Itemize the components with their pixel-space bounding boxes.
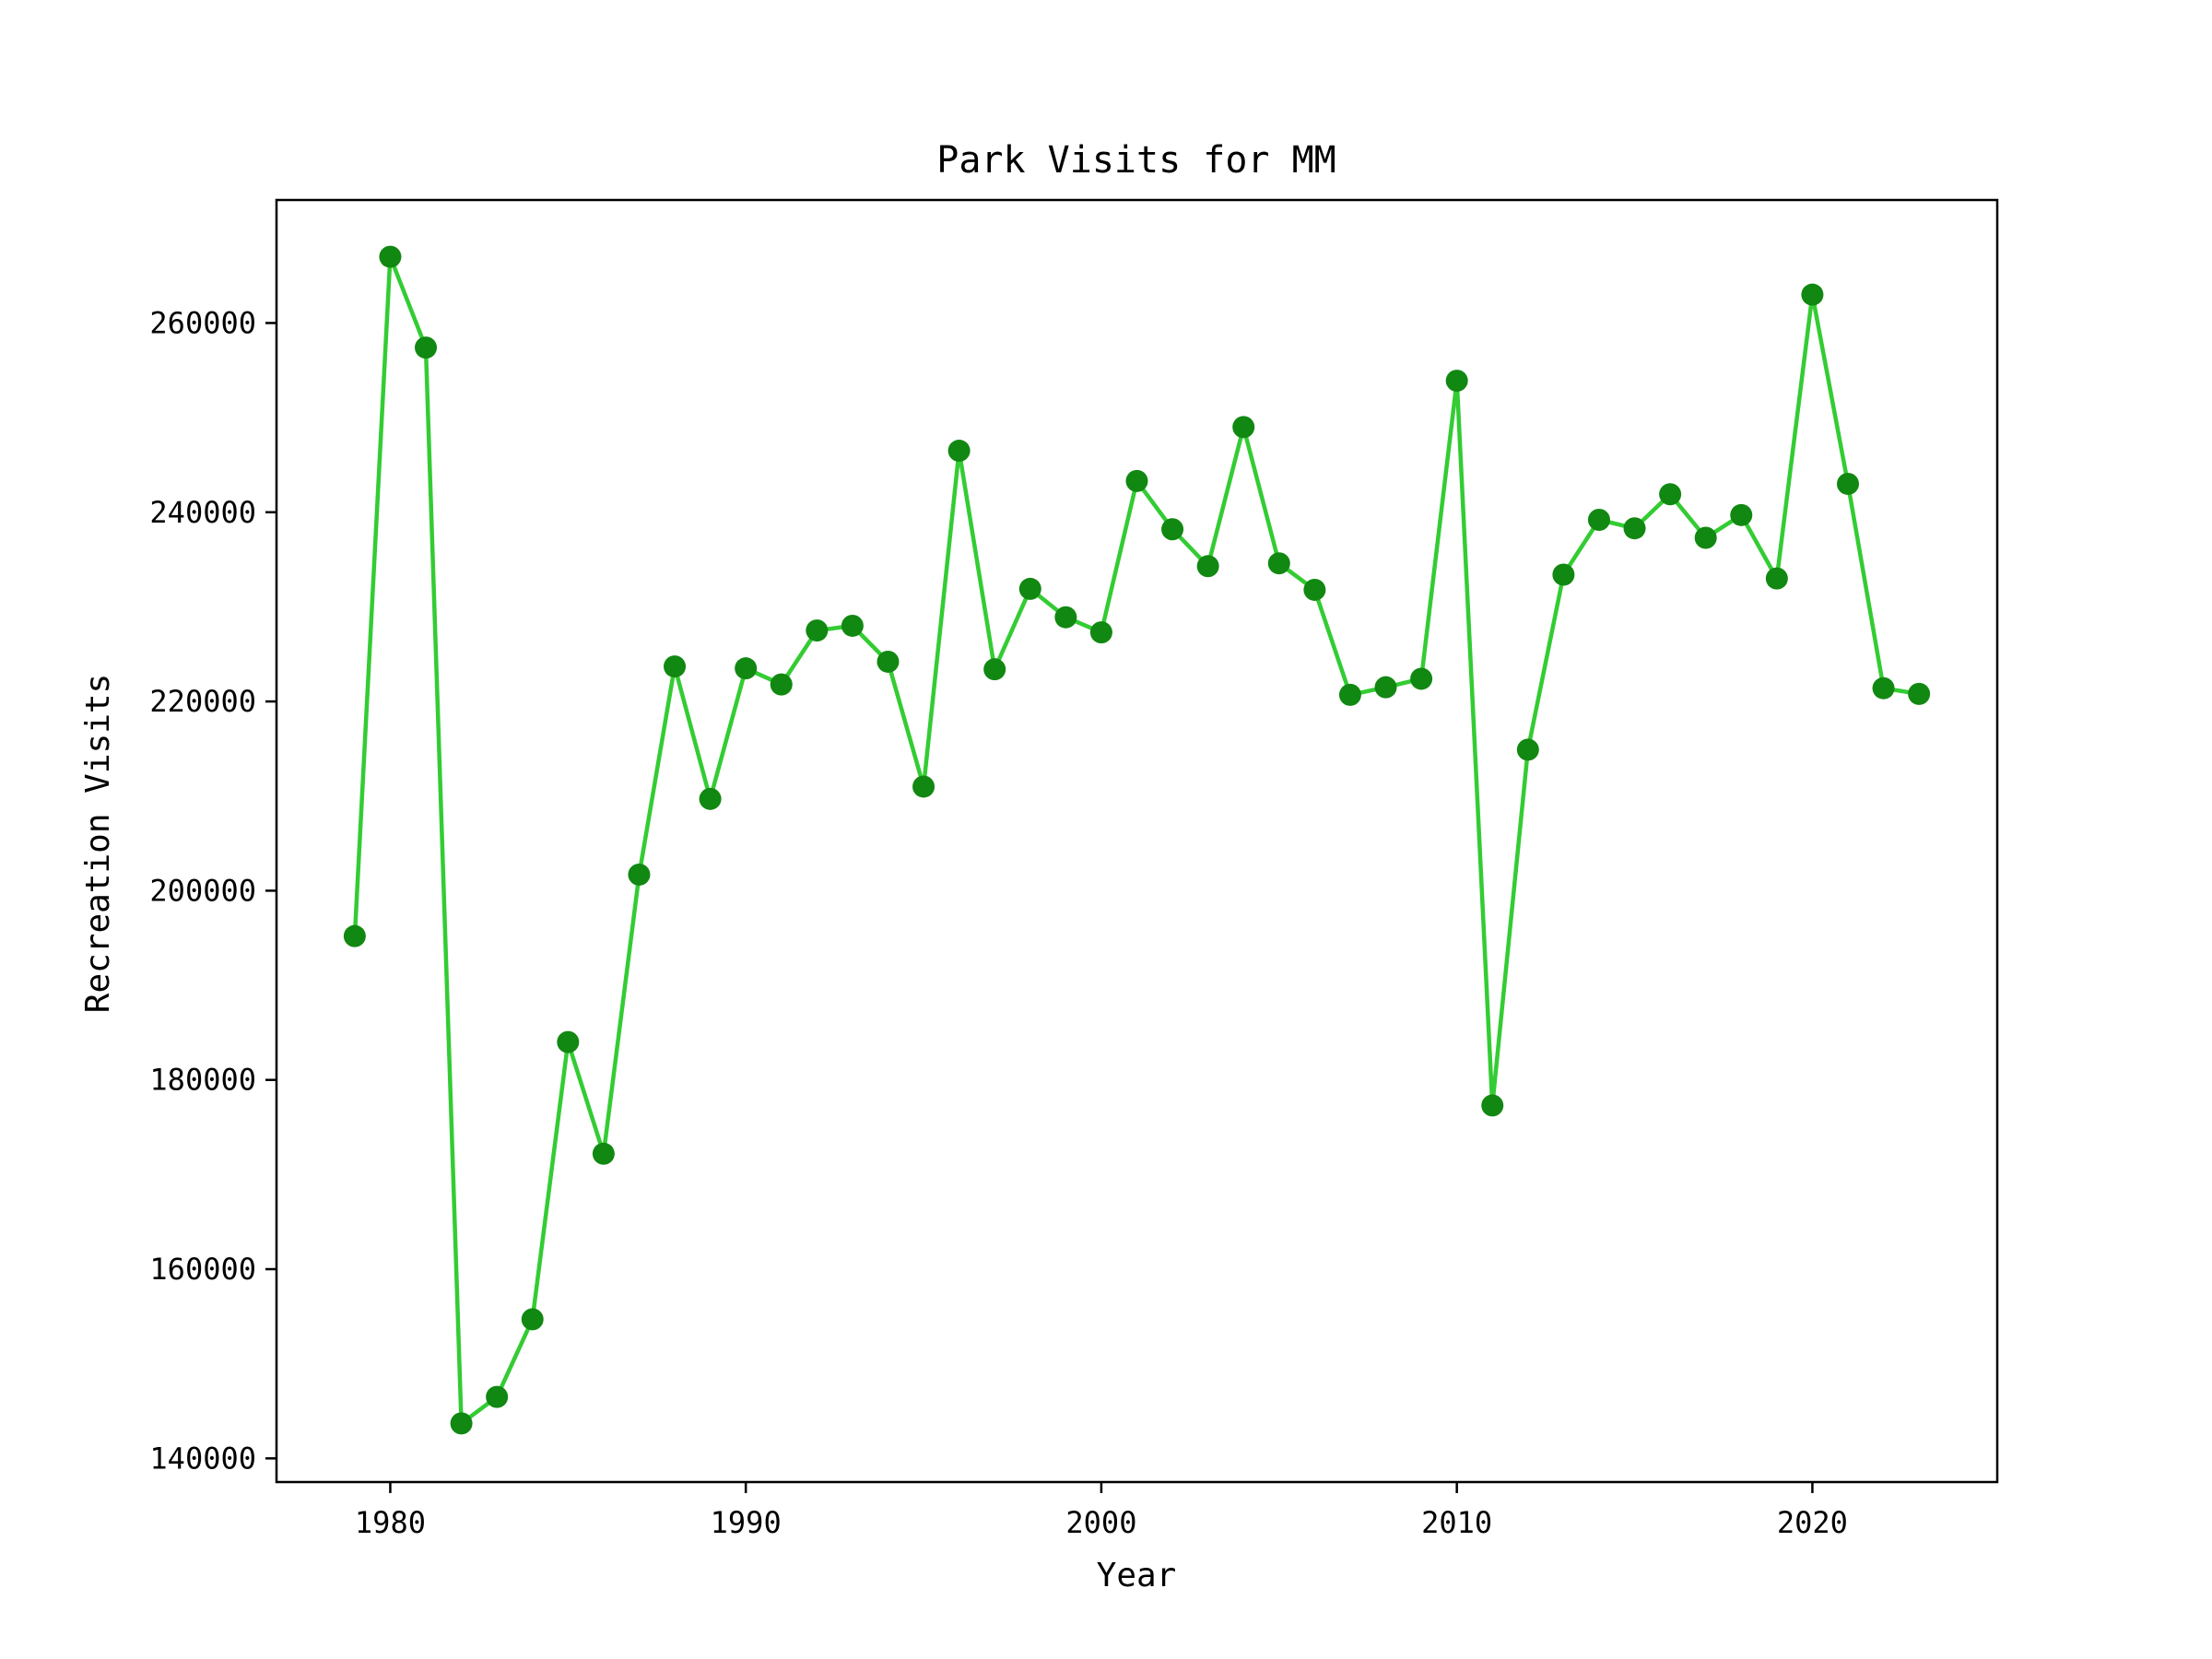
y-tick-label: 200000 (149, 873, 256, 908)
data-point-1985 (557, 1030, 580, 1053)
data-point-2002 (1161, 518, 1184, 541)
data-point-2014 (1587, 508, 1610, 531)
data-point-2004 (1232, 416, 1255, 439)
chart-title: Park Visits for MM (936, 139, 1335, 182)
data-point-1981 (415, 336, 438, 359)
data-point-1987 (628, 863, 651, 886)
plot-area (343, 245, 1931, 1435)
data-point-2006 (1303, 578, 1326, 601)
data-point-2021 (1836, 472, 1859, 495)
data-point-1996 (947, 440, 971, 463)
data-point-1988 (664, 655, 687, 678)
data-point-2013 (1552, 563, 1575, 586)
data-point-1990 (735, 657, 758, 680)
x-axis-label: Year (1097, 1557, 1177, 1594)
data-point-1994 (877, 650, 900, 673)
x-tick-label: 1980 (355, 1505, 426, 1540)
data-point-1982 (450, 1412, 473, 1435)
data-point-1983 (486, 1385, 509, 1408)
y-axis: 140000 160000 180000 200000 220000 240000 2600… (149, 305, 276, 1476)
data-point-1984 (521, 1308, 544, 1331)
data-point-1997 (983, 658, 1006, 681)
y-tick-label: 220000 (149, 684, 256, 719)
data-point-2009 (1410, 667, 1433, 690)
y-tick-label: 260000 (149, 305, 256, 340)
data-point-2012 (1516, 738, 1539, 761)
x-tick-label: 1990 (711, 1505, 782, 1540)
x-tick-label: 2020 (1777, 1505, 1848, 1540)
data-point-1993 (841, 614, 864, 637)
data-point-2010 (1445, 370, 1468, 393)
data-point-2023 (1908, 682, 1931, 705)
data-point-2019 (1765, 567, 1788, 590)
x-axis: 1980 1990 2000 2010 2020 (355, 1482, 1848, 1540)
data-point-2017 (1694, 526, 1717, 549)
plot-frame (275, 198, 1999, 1484)
data-point-2011 (1481, 1094, 1504, 1117)
y-tick-label: 140000 (149, 1441, 256, 1476)
data-point-1999 (1054, 606, 1077, 629)
data-point-1992 (806, 619, 829, 642)
data-point-2022 (1872, 677, 1895, 700)
data-point-2016 (1659, 483, 1682, 506)
y-tick-label: 160000 (149, 1252, 256, 1287)
data-point-1979 (343, 924, 366, 947)
data-point-2020 (1801, 283, 1824, 306)
data-point-1995 (912, 775, 935, 798)
x-tick-label: 2010 (1421, 1505, 1492, 1540)
data-point-2008 (1374, 676, 1397, 699)
data-point-1980 (379, 245, 402, 268)
data-point-2000 (1089, 621, 1112, 644)
data-point-1986 (592, 1142, 615, 1165)
data-point-2003 (1196, 555, 1219, 578)
y-axis-label: Recreation Visits (79, 674, 117, 1013)
y-tick-label: 240000 (149, 495, 256, 530)
y-tick-label: 180000 (149, 1063, 256, 1098)
data-point-1991 (770, 673, 793, 696)
data-point-2001 (1125, 469, 1148, 492)
data-point-2005 (1267, 552, 1290, 575)
x-tick-label: 2000 (1065, 1505, 1136, 1540)
data-point-2007 (1338, 683, 1361, 706)
data-point-1998 (1018, 577, 1041, 600)
data-point-2018 (1730, 503, 1753, 526)
data-point-1989 (699, 787, 722, 810)
data-point-2015 (1623, 517, 1646, 540)
